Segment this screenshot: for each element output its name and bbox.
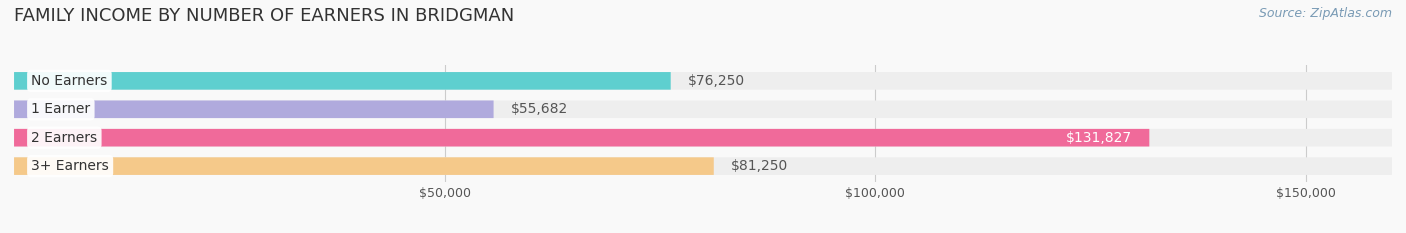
FancyBboxPatch shape bbox=[14, 100, 494, 118]
FancyBboxPatch shape bbox=[14, 72, 671, 90]
Text: $76,250: $76,250 bbox=[688, 74, 745, 88]
FancyBboxPatch shape bbox=[14, 157, 1392, 175]
Text: 2 Earners: 2 Earners bbox=[31, 131, 97, 145]
FancyBboxPatch shape bbox=[14, 72, 1392, 90]
Text: FAMILY INCOME BY NUMBER OF EARNERS IN BRIDGMAN: FAMILY INCOME BY NUMBER OF EARNERS IN BR… bbox=[14, 7, 515, 25]
Text: No Earners: No Earners bbox=[31, 74, 107, 88]
FancyBboxPatch shape bbox=[14, 129, 1392, 147]
Text: $55,682: $55,682 bbox=[510, 102, 568, 116]
Text: 3+ Earners: 3+ Earners bbox=[31, 159, 110, 173]
Text: Source: ZipAtlas.com: Source: ZipAtlas.com bbox=[1258, 7, 1392, 20]
FancyBboxPatch shape bbox=[14, 157, 714, 175]
FancyBboxPatch shape bbox=[14, 100, 1392, 118]
Text: $131,827: $131,827 bbox=[1066, 131, 1132, 145]
FancyBboxPatch shape bbox=[14, 129, 1149, 147]
Text: 1 Earner: 1 Earner bbox=[31, 102, 90, 116]
Text: $81,250: $81,250 bbox=[731, 159, 789, 173]
